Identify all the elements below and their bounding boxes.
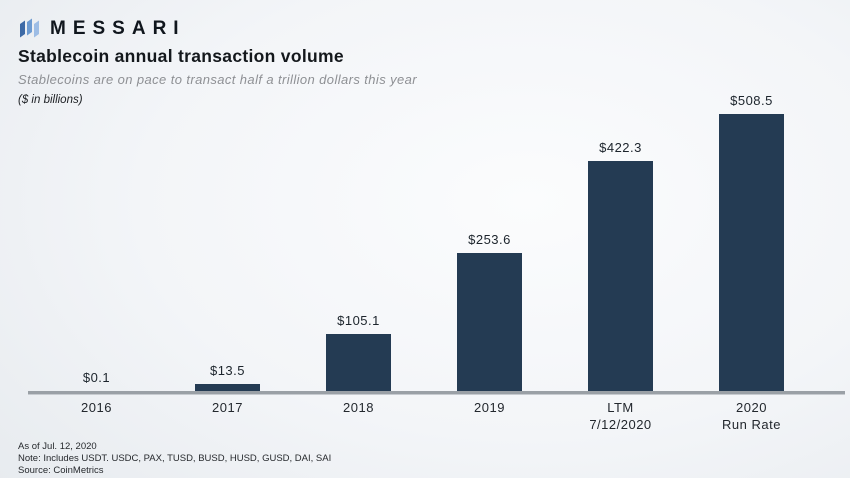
bar — [195, 384, 260, 391]
messari-m-icon — [20, 18, 39, 38]
x-tick-label: 2016 — [81, 400, 112, 415]
x-axis-line — [28, 391, 845, 395]
brand-wordmark: MESSARI — [50, 18, 186, 39]
footnotes: As of Jul. 12, 2020 Note: Includes USDT.… — [18, 441, 331, 478]
page-title: Stablecoin annual transaction volume — [18, 46, 344, 66]
x-tick-label: 2020 Run Rate — [722, 400, 781, 432]
bar-value-label: $105.1 — [337, 313, 380, 328]
bar-value-label: $0.1 — [82, 370, 111, 385]
bar — [457, 253, 522, 391]
bar-value-label: $13.5 — [209, 363, 246, 378]
chart-subtitle: Stablecoins are on pace to transact half… — [18, 72, 418, 87]
bar — [326, 334, 391, 391]
bar-column: $422.3 — [555, 86, 686, 391]
x-tick-label: 2019 — [474, 400, 505, 415]
inclusion-note: Note: Includes USDT. USDC, PAX, TUSD, BU… — [18, 453, 332, 465]
bar-column: $253.6 — [424, 86, 555, 391]
x-axis-labels: 2016 2017 2018 2019 LTM 7/12/2020 2020 Run Ra… — [31, 400, 817, 434]
x-tick-label: 2017 — [212, 400, 243, 415]
messari-logo: MESSARI — [18, 16, 186, 42]
units-note: ($ in billions) — [18, 94, 83, 106]
bar-value-label: $422.3 — [599, 140, 642, 155]
source-note: Source: CoinMetrics — [18, 465, 104, 477]
as-of-note: As of Jul. 12, 2020 — [18, 441, 97, 452]
bar — [588, 161, 653, 391]
bar-value-label: $508.5 — [730, 93, 773, 108]
bar-chart: $0.1 $13.5 $105.1 $253.6 $422.3 $508.5 — [31, 86, 817, 391]
bar-column: $0.1 — [31, 86, 162, 391]
bar-column: $13.5 — [162, 86, 293, 391]
bar-column: $105.1 — [293, 86, 424, 391]
bar-column: $508.5 — [686, 86, 817, 391]
bar — [719, 114, 784, 391]
bar-value-label: $253.6 — [468, 232, 511, 247]
x-tick-label: LTM 7/12/2020 — [589, 400, 652, 432]
x-tick-label: 2018 — [343, 400, 374, 415]
